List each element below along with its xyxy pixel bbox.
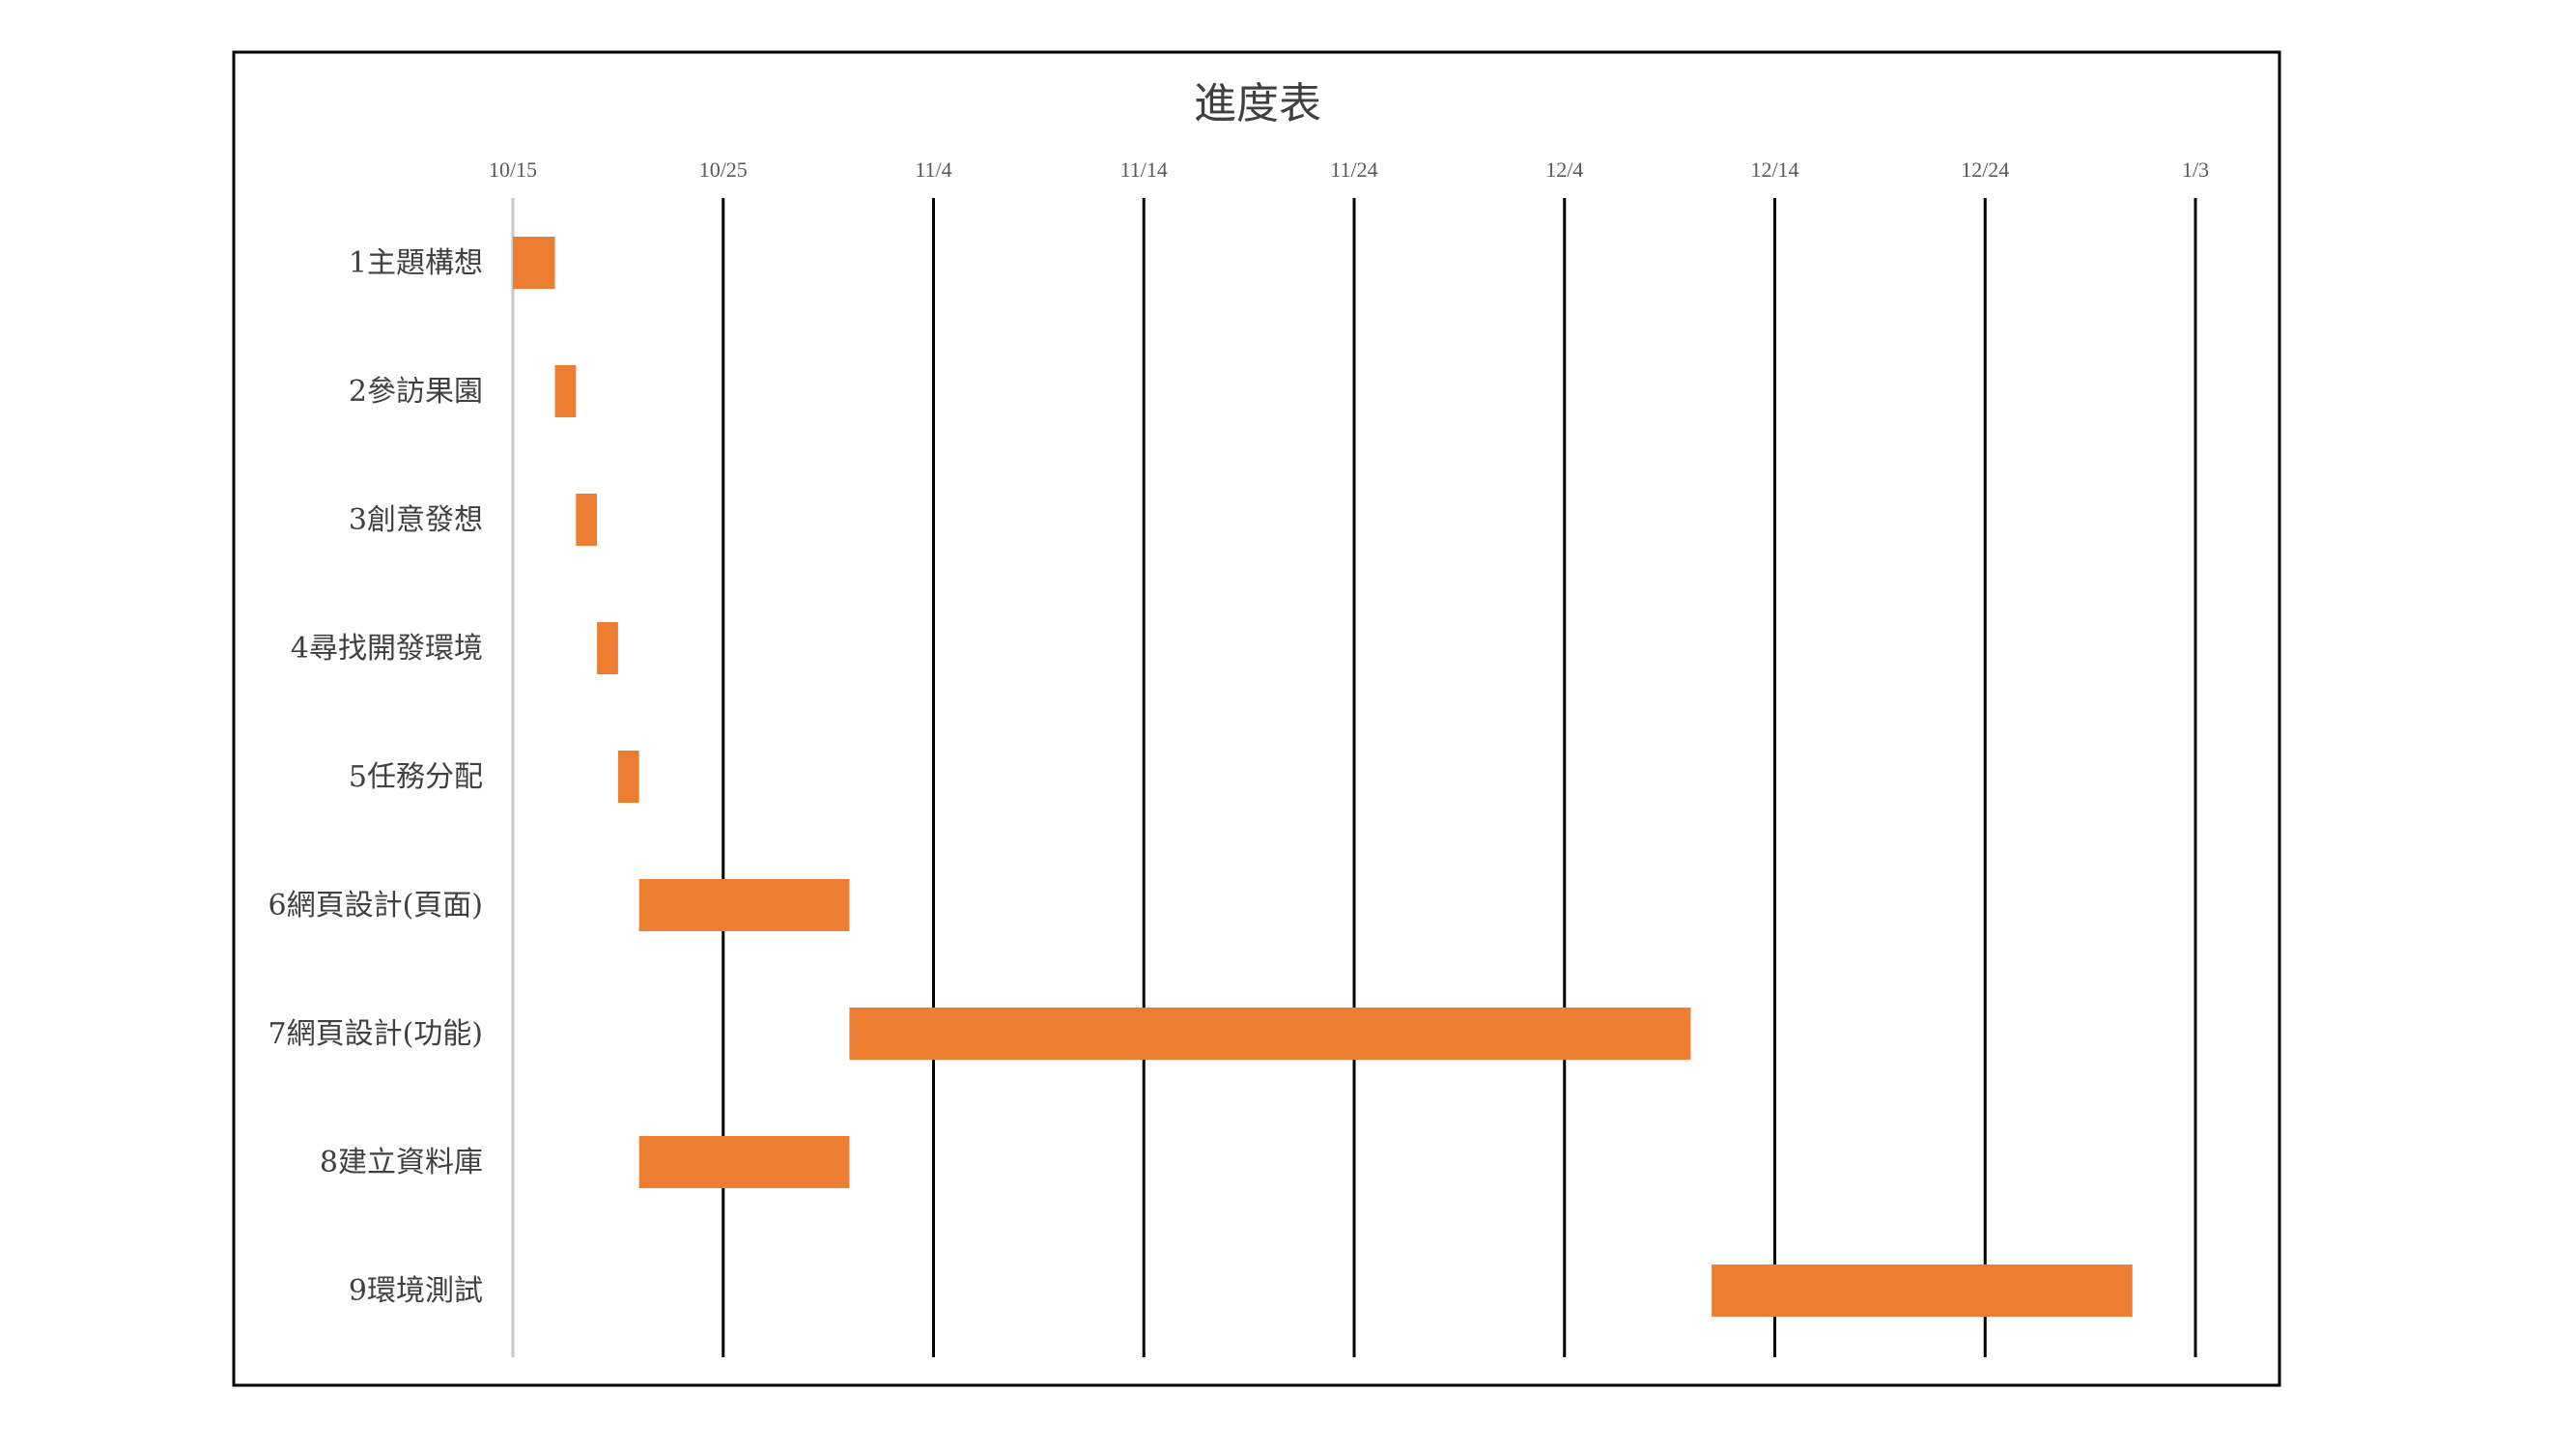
task-bar (1712, 1264, 2133, 1317)
chart-frame (232, 50, 2281, 1387)
task-bar (597, 622, 618, 674)
task-bar (849, 1008, 1691, 1060)
x-tick-label: 1/3 (2182, 157, 2209, 182)
task-bar (513, 237, 555, 289)
task-label: 5任務分配 (349, 760, 483, 794)
x-tick-label: 11/24 (1330, 157, 1377, 182)
x-tick-label: 10/15 (489, 157, 537, 182)
task-label: 3創意發想 (349, 503, 483, 537)
task-label: 1主題構想 (349, 246, 483, 280)
x-tick-label: 12/4 (1545, 157, 1583, 182)
x-tick-label: 12/14 (1750, 157, 1798, 182)
x-axis-ticks: 10/15 10/25 11/4 11/14 11/24 12/4 12/14 12/24 1/… (489, 157, 2209, 182)
task-bar (638, 1136, 850, 1188)
task-bar (617, 751, 639, 803)
task-bars (513, 237, 2133, 1317)
task-labels: 1主題構想 2參訪果園 3創意發想 4尋找開發環境 5任務分配 6網頁設計(頁面) 7網頁設… (269, 246, 484, 1308)
task-label: 2參訪果園 (349, 375, 483, 409)
task-label: 4尋找開發環境 (291, 632, 483, 666)
chart-title: 進度表 (1194, 79, 1321, 128)
task-bar (554, 365, 577, 417)
x-tick-label: 11/4 (915, 157, 951, 182)
task-label: 7網頁設計(功能) (269, 1017, 484, 1051)
task-label: 6網頁設計(頁面) (269, 889, 484, 923)
task-bar (638, 879, 850, 931)
x-tick-label: 10/25 (699, 157, 748, 182)
x-tick-label: 12/24 (1961, 157, 2009, 182)
task-label: 8建立資料庫 (320, 1146, 483, 1179)
gridlines (511, 198, 2197, 1357)
task-label: 9環境測試 (349, 1274, 483, 1308)
task-bar (576, 494, 598, 546)
x-tick-label: 11/14 (1120, 157, 1168, 182)
